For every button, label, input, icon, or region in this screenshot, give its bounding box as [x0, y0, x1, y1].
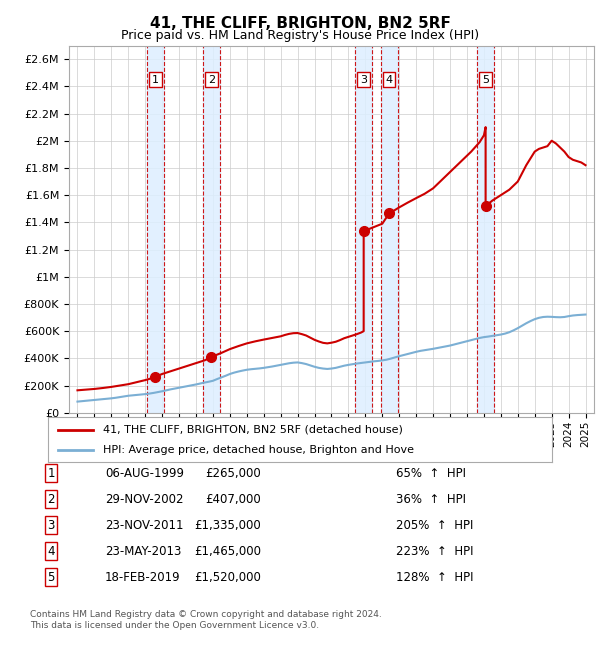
Text: 18-FEB-2019: 18-FEB-2019 [105, 571, 181, 584]
Text: 41, THE CLIFF, BRIGHTON, BN2 5RF (detached house): 41, THE CLIFF, BRIGHTON, BN2 5RF (detach… [103, 424, 403, 435]
Text: 2: 2 [47, 493, 55, 506]
Text: 3: 3 [360, 75, 367, 84]
Text: £1,335,000: £1,335,000 [194, 519, 261, 532]
Text: 5: 5 [482, 75, 489, 84]
Bar [355, 46, 372, 413]
Text: 5: 5 [47, 571, 55, 584]
Text: 41, THE CLIFF, BRIGHTON, BN2 5RF: 41, THE CLIFF, BRIGHTON, BN2 5RF [149, 16, 451, 31]
Text: Price paid vs. HM Land Registry's House Price Index (HPI): Price paid vs. HM Land Registry's House … [121, 29, 479, 42]
Text: 1: 1 [152, 75, 159, 84]
Bar [477, 46, 494, 413]
Bar [203, 46, 220, 413]
Text: 4: 4 [47, 545, 55, 558]
Text: 205%  ↑  HPI: 205% ↑ HPI [396, 519, 473, 532]
Text: Contains HM Land Registry data © Crown copyright and database right 2024.: Contains HM Land Registry data © Crown c… [30, 610, 382, 619]
Text: £407,000: £407,000 [205, 493, 261, 506]
Text: 128%  ↑  HPI: 128% ↑ HPI [396, 571, 473, 584]
Text: 1: 1 [47, 467, 55, 480]
Text: 23-NOV-2011: 23-NOV-2011 [105, 519, 184, 532]
Text: 223%  ↑  HPI: 223% ↑ HPI [396, 545, 473, 558]
Text: 2: 2 [208, 75, 215, 84]
Text: £1,520,000: £1,520,000 [194, 571, 261, 584]
Text: 29-NOV-2002: 29-NOV-2002 [105, 493, 184, 506]
Text: 3: 3 [47, 519, 55, 532]
Text: 23-MAY-2013: 23-MAY-2013 [105, 545, 181, 558]
Text: 4: 4 [386, 75, 392, 84]
Text: £265,000: £265,000 [205, 467, 261, 480]
Bar [380, 46, 398, 413]
Text: This data is licensed under the Open Government Licence v3.0.: This data is licensed under the Open Gov… [30, 621, 319, 630]
Text: 06-AUG-1999: 06-AUG-1999 [105, 467, 184, 480]
Text: £1,465,000: £1,465,000 [194, 545, 261, 558]
Text: 36%  ↑  HPI: 36% ↑ HPI [396, 493, 466, 506]
Text: 65%  ↑  HPI: 65% ↑ HPI [396, 467, 466, 480]
Bar [147, 46, 164, 413]
Text: HPI: Average price, detached house, Brighton and Hove: HPI: Average price, detached house, Brig… [103, 445, 415, 456]
